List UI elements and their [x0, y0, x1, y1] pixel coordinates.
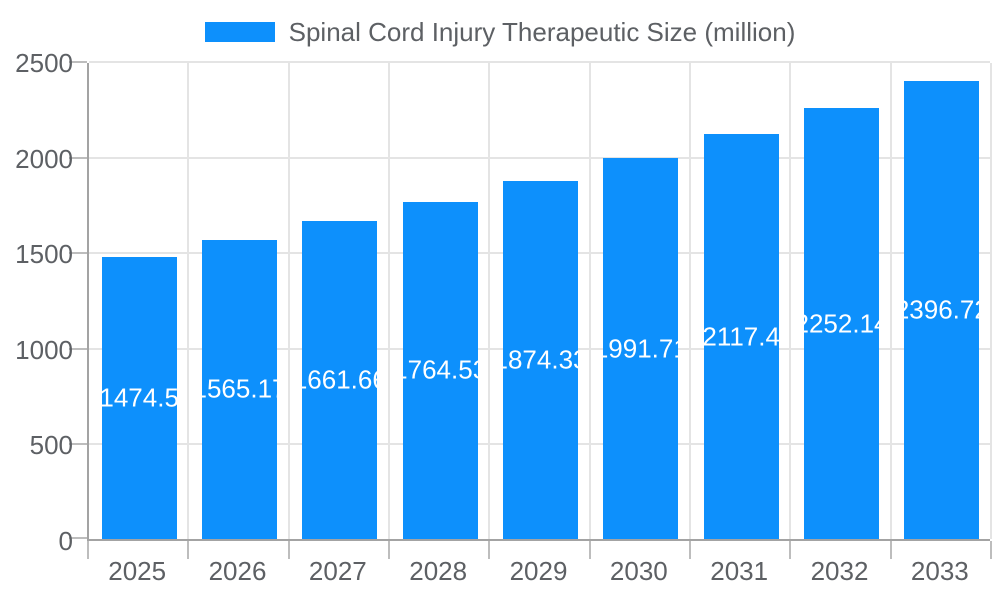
- gridline-vertical: [388, 63, 390, 539]
- bar-2028: 1764.53: [402, 201, 478, 539]
- y-axis-tick-label: 2500: [15, 48, 73, 78]
- y-axis-tick-label: 500: [29, 430, 73, 461]
- gridline-vertical: [789, 63, 792, 539]
- bar-value-label: 1991.71: [603, 333, 678, 364]
- gridline-vertical: [689, 63, 691, 539]
- y-axis-tick: [69, 537, 87, 539]
- y-axis-tick: [69, 156, 87, 159]
- bar-2033: 2396.72: [904, 80, 980, 539]
- x-axis-tick: [789, 541, 792, 559]
- bar-2029: 1874.33: [503, 180, 578, 539]
- gridline-vertical: [287, 63, 290, 539]
- y-axis-tick: [69, 347, 87, 350]
- x-axis-tick: [388, 541, 390, 559]
- x-axis-tick: [990, 541, 992, 559]
- gridline-horizontal: [89, 156, 990, 159]
- y-axis-tick-label: 0: [58, 526, 73, 556]
- legend-label: Spinal Cord Injury Therapeutic Size (mil…: [288, 17, 796, 47]
- x-axis-tick: [287, 541, 290, 559]
- x-axis-tick: [588, 541, 591, 559]
- gridline-vertical: [187, 63, 190, 539]
- y-axis-tick-label: 1500: [15, 239, 73, 270]
- x-axis-tick-label: 2027: [308, 556, 367, 586]
- y-axis-tick: [69, 252, 87, 255]
- bar-2026: 1565.17: [202, 239, 277, 539]
- x-axis-tick: [689, 541, 691, 559]
- gridline-horizontal: [89, 61, 990, 63]
- legend-swatch: [204, 22, 275, 42]
- gridline-vertical: [488, 63, 491, 539]
- x-axis-tick: [488, 541, 491, 559]
- y-axis-tick-label: 1000: [15, 334, 73, 365]
- x-axis-tick-label: 2030: [609, 556, 668, 586]
- y-axis-tick-label: 2000: [15, 143, 73, 174]
- bar-value-label: 2117.4: [703, 321, 779, 352]
- chart-legend: Spinal Cord Injury Therapeutic Size (mil…: [0, 16, 1000, 48]
- bar-value-label: 1565.17: [202, 373, 277, 404]
- x-axis-tick-label: 2031: [710, 556, 769, 586]
- bar-2032: 2252.14: [804, 108, 879, 539]
- x-axis-tick-label: 2029: [509, 556, 568, 586]
- x-axis-tick: [889, 541, 892, 559]
- bar-value-label: 2252.14: [804, 308, 879, 339]
- x-axis-tick-label: 2026: [208, 556, 267, 586]
- x-axis-tick-label: 2028: [409, 556, 468, 586]
- gridline-vertical: [889, 63, 892, 539]
- x-axis-tick-label: 2032: [810, 556, 869, 586]
- bar-value-label: 2396.72: [904, 294, 979, 325]
- x-axis-tick-label: 2033: [910, 556, 969, 586]
- y-axis-tick: [69, 61, 87, 63]
- x-axis-tick: [87, 541, 89, 559]
- y-axis-tick: [69, 443, 87, 446]
- bar-value-label: 1874.33: [503, 344, 578, 375]
- bar-value-label: 1474.5: [101, 382, 177, 413]
- legend-item[interactable]: Spinal Cord Injury Therapeutic Size (mil…: [204, 16, 796, 48]
- bar-2025: 1474.5: [101, 257, 177, 539]
- gridline-vertical: [990, 63, 992, 539]
- bar-2030: 1991.71: [603, 158, 679, 539]
- bar-2031: 2117.4: [703, 134, 779, 539]
- x-axis-tick-label: 2025: [108, 556, 167, 586]
- bar-value-label: 1764.53: [403, 354, 478, 385]
- gridline-vertical: [588, 63, 591, 539]
- x-axis-tick: [187, 541, 190, 559]
